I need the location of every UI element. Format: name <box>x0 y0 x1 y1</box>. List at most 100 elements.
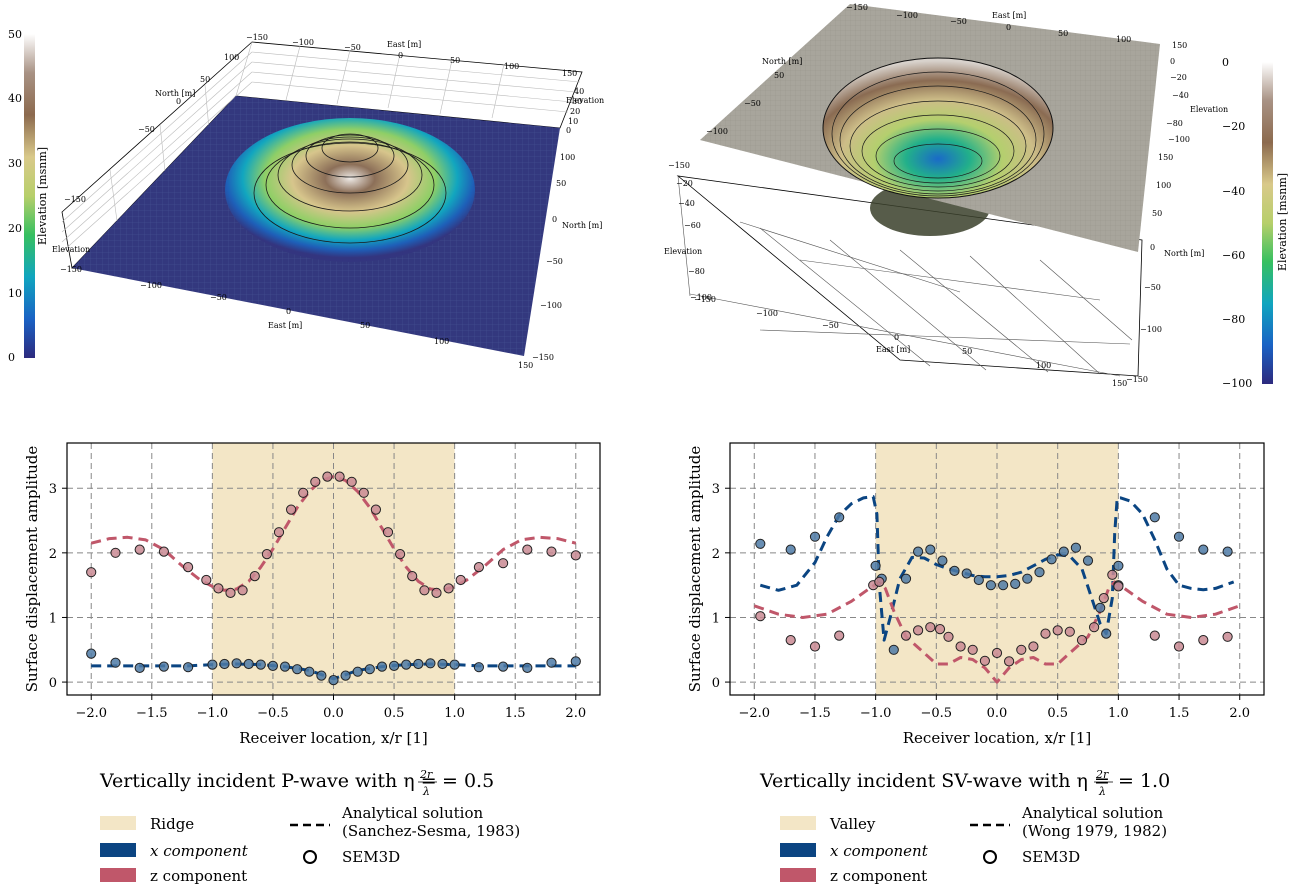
sem-point <box>1095 602 1106 613</box>
y-tick-label: 2 <box>49 547 57 562</box>
y-tick-label: 0 <box>49 676 57 691</box>
sem-point <box>874 576 885 588</box>
sem-point <box>991 647 1003 659</box>
sem-point <box>785 635 796 646</box>
sem-point <box>237 585 248 596</box>
sem-point <box>937 555 948 566</box>
svg-text:−150: −150 <box>532 353 554 362</box>
sem-point <box>973 574 984 586</box>
svg-text:−150: −150 <box>1126 375 1148 384</box>
svg-text:20: 20 <box>8 222 22 235</box>
sem-point <box>1034 567 1045 578</box>
svg-text:East [m]: East [m] <box>268 321 302 330</box>
valley-colorbar <box>1262 62 1273 384</box>
x-tick-label: 1.0 <box>1108 706 1129 721</box>
svg-text:50: 50 <box>962 347 972 356</box>
sem-point <box>455 574 466 586</box>
svg-text:30: 30 <box>8 157 22 170</box>
svg-text:0: 0 <box>894 333 899 342</box>
svg-text:−50: −50 <box>546 257 563 266</box>
sem-point <box>261 549 272 560</box>
svg-text:50: 50 <box>360 321 370 330</box>
sem-point <box>310 476 321 487</box>
p-wave-title-num: 2r <box>419 768 433 781</box>
ridge-3d-panel: East [m] North [m] Elevation Elevation E… <box>8 28 604 370</box>
sem-point <box>1070 542 1082 553</box>
sem-point <box>955 641 966 652</box>
sem-point <box>934 624 946 635</box>
svg-text:0: 0 <box>8 351 15 364</box>
sem-point <box>395 549 406 560</box>
x-tick-label: −1.5 <box>136 706 168 721</box>
sem-point <box>522 544 533 555</box>
sem-point <box>219 658 230 670</box>
ridge-colorbar-ticks: 0 10 20 30 40 50 <box>8 28 22 364</box>
svg-text:−100: −100 <box>1222 377 1252 390</box>
sem-point <box>985 580 997 591</box>
x-tick-label: −1.0 <box>860 706 892 721</box>
ridge-axis-labels: East [m] North [m] Elevation Elevation E… <box>52 40 604 330</box>
legend-analytical-label-2: (Sanchez-Sesma, 1983) <box>342 822 520 840</box>
svg-text:−20: −20 <box>1222 120 1245 133</box>
sem-point <box>1089 622 1100 633</box>
sem-point <box>419 585 430 596</box>
legend-sem-label-2: SEM3D <box>1022 848 1080 866</box>
valley-box-grid <box>677 175 1133 377</box>
sem-point <box>913 546 924 557</box>
svg-text:0: 0 <box>1006 23 1011 32</box>
x-tick-label: 1.5 <box>1169 706 1190 721</box>
sem-point <box>267 660 278 672</box>
svg-text:−100: −100 <box>1140 325 1162 334</box>
svg-text:10: 10 <box>8 287 22 300</box>
sem-point <box>925 622 936 633</box>
sem-point <box>1101 628 1112 639</box>
x-tick-label: 2.0 <box>565 706 586 721</box>
svg-text:0: 0 <box>398 51 403 60</box>
sem-point <box>913 625 924 636</box>
x-tick-label: −2.0 <box>738 706 770 721</box>
ridge-dome <box>225 118 475 262</box>
ridge-colorbar <box>24 34 35 358</box>
sem-point <box>949 565 960 577</box>
sem-point <box>134 544 145 555</box>
p-wave-legend: Ridge x component z component Analytical… <box>100 804 520 885</box>
svg-text:0: 0 <box>1222 56 1229 69</box>
legend-ridge-label: Ridge <box>150 815 194 833</box>
svg-text:North [m]: North [m] <box>1164 249 1204 258</box>
sem-point <box>346 476 357 487</box>
x-tick-label: 1.0 <box>444 706 465 721</box>
svg-text:−40: −40 <box>678 199 695 208</box>
x-tick-label: −1.0 <box>197 706 229 721</box>
sem-point <box>785 544 796 555</box>
sem-point <box>110 657 121 668</box>
legend-z-swatch <box>100 868 136 882</box>
x-tick-label: 0.5 <box>384 706 405 721</box>
x-tick-label: 0.0 <box>987 706 1008 721</box>
valley-tick-labels: −150 −100 −50 0 50 100 150 −150 −100 −50… <box>668 3 1190 388</box>
y-axis-label: Surface displacement amplitude <box>23 446 41 693</box>
p-wave-title-text: Vertically incident P-wave with η = <box>99 770 437 792</box>
svg-text:40: 40 <box>8 92 22 105</box>
sem-point <box>1076 635 1088 646</box>
sem-point <box>243 658 254 670</box>
sv-wave-chart: −2.0 −1.5 −1.0 −0.5 0.0 0.5 1.0 1.5 2.0 0 1 2 3 Recei… <box>686 442 1265 747</box>
legend-sem-label: SEM3D <box>342 848 400 866</box>
svg-text:100: 100 <box>434 337 449 346</box>
sem-point <box>340 670 351 681</box>
y-tick-label: 1 <box>49 611 57 626</box>
svg-text:−150: −150 <box>694 295 716 304</box>
svg-text:100: 100 <box>1156 181 1171 190</box>
svg-text:0: 0 <box>286 307 291 316</box>
sem-point <box>255 659 266 670</box>
sem-point <box>86 648 97 659</box>
valley-3d-panel: East [m] North [m] Elevation Elevation E… <box>664 3 1289 390</box>
svg-text:−40: −40 <box>1172 91 1189 100</box>
legend-z-label-2: z component <box>830 867 927 885</box>
sem-point <box>376 661 388 672</box>
valley-crater <box>822 57 1054 199</box>
sem-point <box>998 580 1009 591</box>
svg-text:50: 50 <box>1152 209 1162 218</box>
sv-wave-title-den: λ <box>1098 785 1106 798</box>
sem-point <box>961 568 972 579</box>
sem-point <box>522 662 533 674</box>
